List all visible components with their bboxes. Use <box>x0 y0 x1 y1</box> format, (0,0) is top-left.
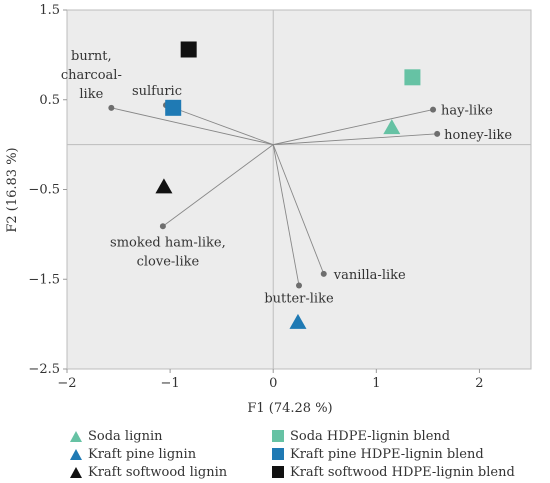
legend-label: Kraft pine HDPE-lignin blend <box>290 446 484 462</box>
x-tick-label: 0 <box>269 376 277 391</box>
loading-label: like <box>79 87 103 102</box>
square-marker-icon <box>272 466 284 478</box>
y-tick-label: −0.5 <box>28 183 60 198</box>
loading-label: smoked ham-like, <box>110 235 226 250</box>
legend-item: Soda lignin <box>70 427 162 445</box>
y-axis-title: F2 (16.83 %) <box>5 147 20 232</box>
loading-label: hay-like <box>441 104 493 119</box>
loading-point <box>434 130 441 137</box>
loading-point <box>320 270 327 277</box>
legend: Soda lignin Kraft pine lignin Kraft soft… <box>66 425 536 481</box>
loading-label: clove-like <box>137 254 200 269</box>
plot-area <box>66 9 532 370</box>
triangle-marker <box>155 178 173 194</box>
legend-item: Kraft pine lignin <box>70 445 196 463</box>
square-marker <box>180 41 197 58</box>
legend-item: Soda HDPE-lignin blend <box>272 427 450 445</box>
legend-item: Kraft softwood HDPE-lignin blend <box>272 463 515 481</box>
loading-label: butter-like <box>264 292 334 307</box>
loading-vector <box>273 133 438 146</box>
triangle-marker-icon <box>70 430 82 442</box>
loading-label: honey-like <box>444 128 512 143</box>
loading-vector <box>165 104 274 146</box>
triangle-marker <box>383 119 401 135</box>
legend-label: Soda HDPE-lignin blend <box>290 428 451 444</box>
x-axis-title: F1 (74.28 %) <box>247 401 332 416</box>
loading-label: sulfuric <box>132 84 182 99</box>
square-marker <box>165 99 182 116</box>
square-marker-icon <box>272 430 284 442</box>
triangle-marker <box>289 313 307 329</box>
loading-point <box>108 104 115 111</box>
loading-label: charcoal- <box>61 68 122 83</box>
x-tick-label: 2 <box>475 376 483 391</box>
loading-vector <box>273 109 434 146</box>
triangle-marker-icon <box>70 448 82 460</box>
legend-item: Kraft pine HDPE-lignin blend <box>272 445 484 463</box>
y-tick-label: −1.5 <box>28 272 60 287</box>
loading-label: vanilla-like <box>333 268 406 283</box>
legend-label: Soda lignin <box>88 428 163 444</box>
triangle-marker-icon <box>70 466 82 478</box>
legend-label: Kraft pine lignin <box>88 446 197 462</box>
square-marker <box>404 69 421 86</box>
chart: −2 −1 0 1 2 1.5 0.5 −0.5 −1.5 −2.5 burnt, charcoal… <box>5 3 532 416</box>
x-tick-label: −2 <box>57 376 76 391</box>
y-tick-label: 0.5 <box>39 93 60 108</box>
loading-point <box>159 223 166 230</box>
loading-vector <box>111 107 274 146</box>
legend-item: Kraft softwood lignin <box>70 463 227 481</box>
loading-point <box>296 282 302 289</box>
legend-label: Kraft softwood lignin <box>88 464 228 480</box>
x-tick-label: 1 <box>372 376 380 391</box>
loading-vector <box>272 144 325 275</box>
y-tick-label: −2.5 <box>28 362 60 377</box>
loading-label: burnt, <box>71 49 112 64</box>
y-tick-label: 1.5 <box>39 3 60 18</box>
loading-vector <box>272 144 300 286</box>
legend-label: Kraft softwood HDPE-lignin blend <box>290 464 515 480</box>
loading-vector <box>162 144 274 227</box>
loading-point <box>430 106 437 113</box>
x-tick-label: −1 <box>161 376 180 391</box>
square-marker-icon <box>272 448 284 460</box>
